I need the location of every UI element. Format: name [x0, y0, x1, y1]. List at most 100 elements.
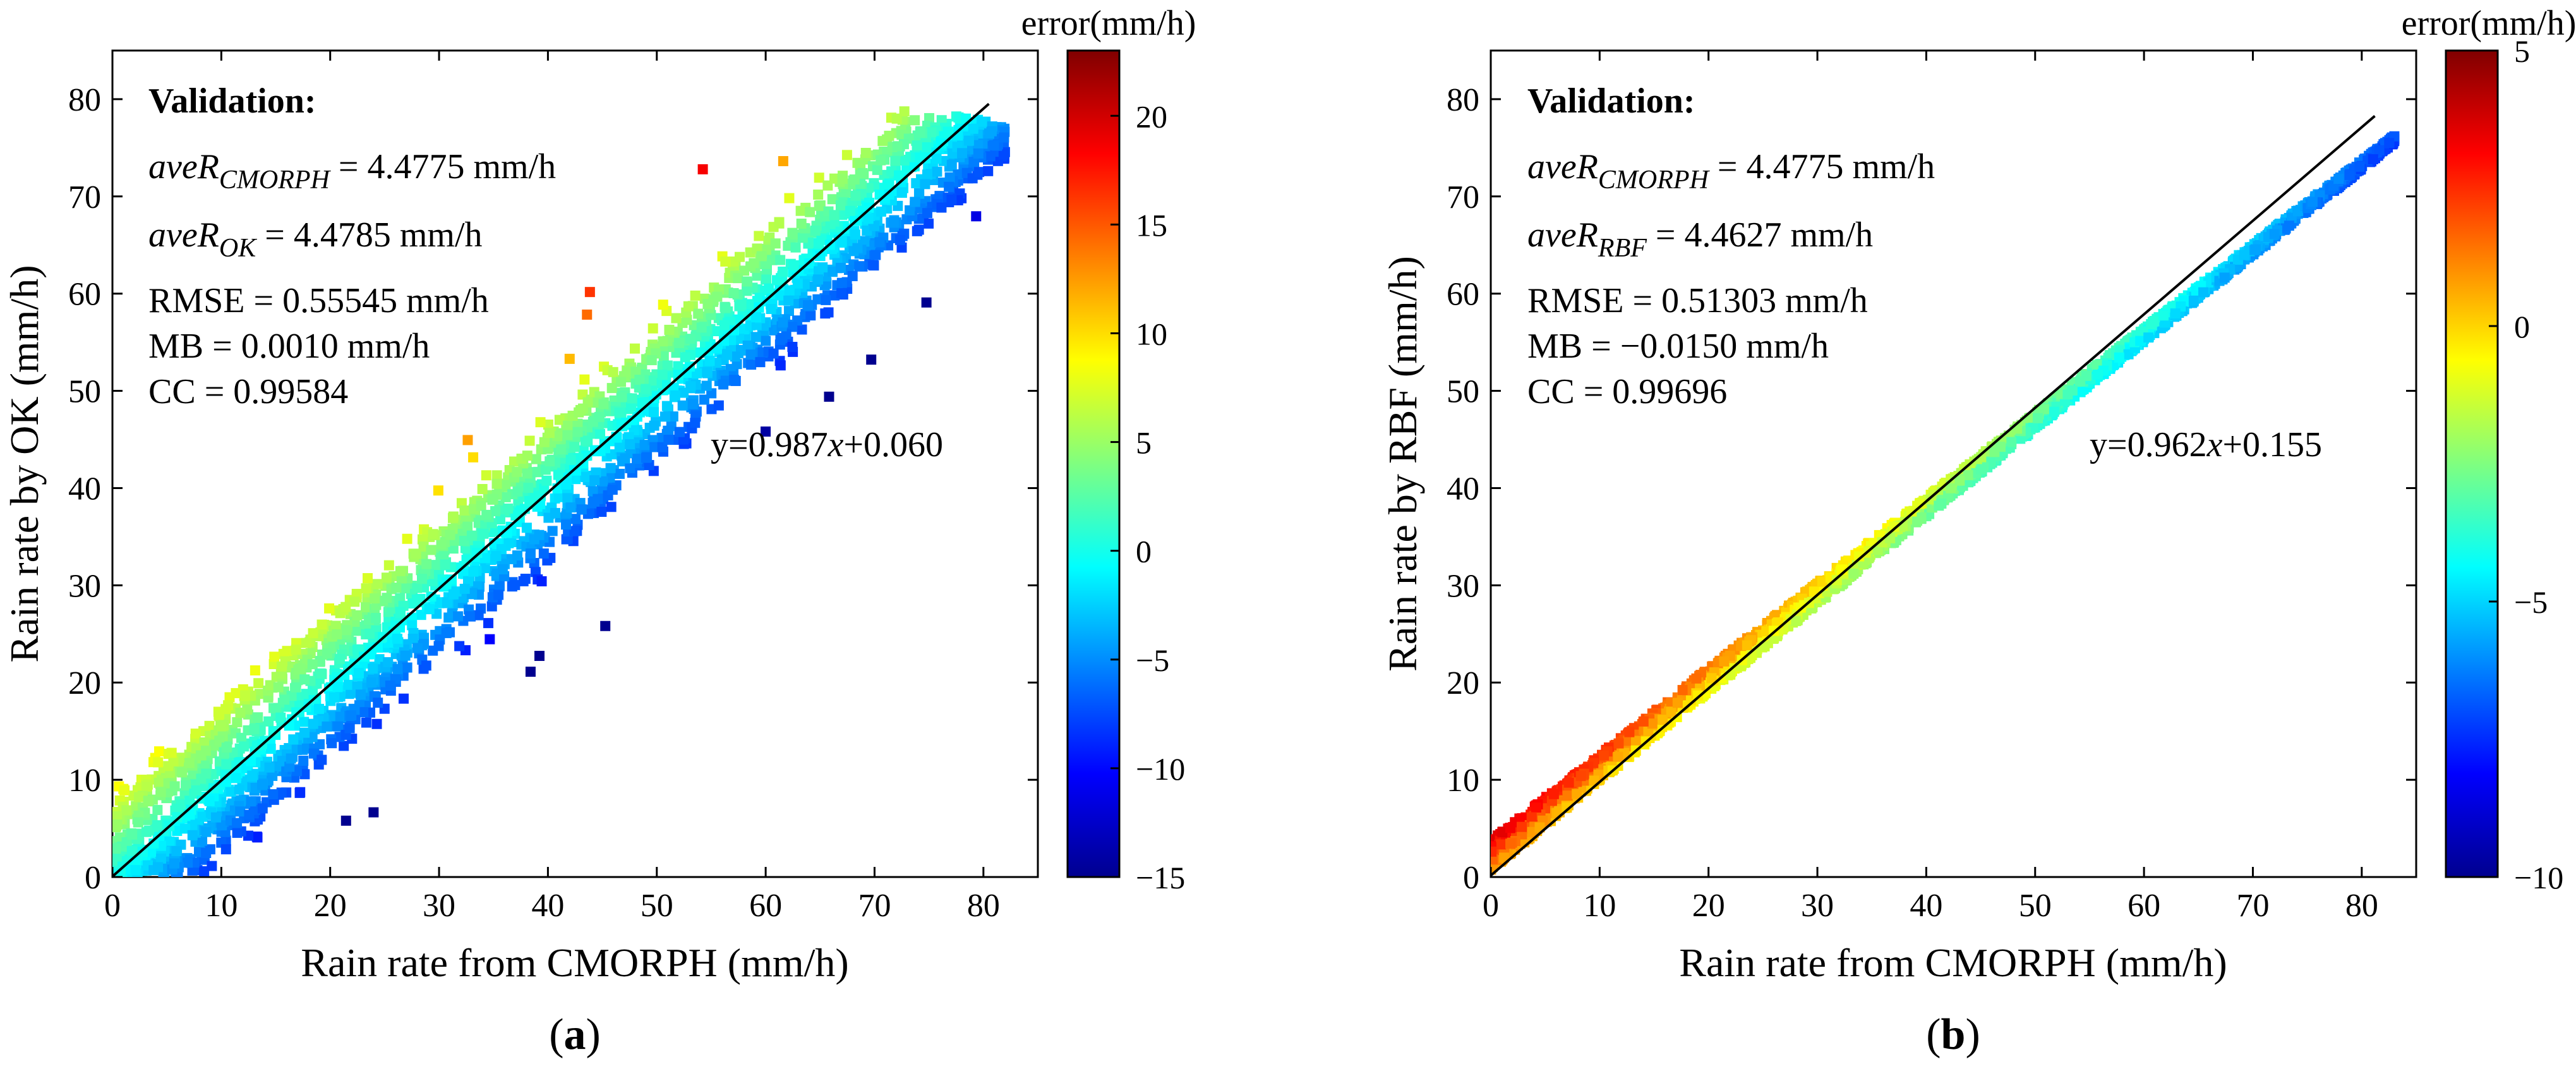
scatter-point-a: [876, 206, 886, 217]
scatter-point-a: [812, 294, 823, 305]
scatter-point-a: [922, 208, 932, 219]
scatter-point-a: [329, 692, 340, 703]
scatter-point-a: [825, 219, 836, 229]
scatter-point-a: [659, 411, 670, 422]
scatter-outlier-a: [891, 113, 902, 124]
scatter-point-a: [841, 150, 852, 160]
scatter-point-a: [171, 846, 182, 857]
scatter-point-a: [361, 583, 371, 594]
scatter-point-a: [352, 626, 363, 636]
scatter-point-a: [500, 492, 511, 502]
y-axis-label-a: Rain rate by OK (mm/h): [2, 265, 47, 662]
scatter-point-a: [534, 529, 545, 540]
scatter-point-a: [810, 226, 821, 236]
scatter-point-a: [857, 167, 868, 178]
scatter-point-a: [790, 242, 801, 253]
colorbar-tick-label-a: −15: [1136, 860, 1185, 895]
scatter-point-a: [728, 288, 739, 299]
scatter-point-a: [860, 148, 871, 159]
scatter-point-a: [421, 660, 431, 671]
scatter-point-a: [946, 194, 957, 205]
scatter-point-a: [246, 756, 256, 766]
scatter-point-a: [316, 619, 327, 630]
scatter-point-a: [333, 721, 344, 732]
scatter-point-a: [332, 682, 343, 693]
scatter-point-a: [863, 214, 874, 224]
x-tick-label-a: 20: [314, 888, 347, 924]
scatter-point-a: [187, 830, 198, 840]
scatter-point-a: [130, 864, 141, 875]
scatter-outlier-a: [525, 667, 536, 677]
scatter-point-a: [313, 703, 324, 714]
scatter-point-a: [719, 320, 730, 330]
scatter-point-a: [112, 819, 123, 830]
scatter-point-a: [797, 324, 807, 335]
scatter-point-a: [658, 351, 669, 361]
scatter-point-a: [775, 255, 786, 265]
scatter-outlier-a: [340, 815, 351, 826]
scatter-point-a: [733, 273, 743, 284]
y-tick-label-a: 80: [68, 82, 101, 118]
scatter-point-a: [153, 862, 164, 873]
scatter-point-a: [617, 392, 627, 402]
scatter-point-a: [169, 858, 180, 869]
x-axis-label-a: Rain rate from CMORPH (mm/h): [301, 940, 848, 985]
colorbar-tick-label-a: −5: [1136, 643, 1169, 678]
scatter-point-a: [478, 528, 489, 539]
scatter-outlier-a: [468, 452, 479, 463]
scatter-point-a: [298, 755, 309, 766]
scatter-point-a: [220, 704, 231, 715]
scatter-point-a: [239, 741, 250, 752]
scatter-point-a: [257, 780, 268, 790]
scatter-point-a: [985, 151, 996, 162]
scatter-point-a: [308, 628, 318, 639]
scatter-point-a: [663, 425, 673, 436]
scatter-point-a: [998, 149, 1009, 160]
scatter-point-a: [836, 288, 847, 299]
scatter-point-a: [963, 135, 974, 146]
scatter-point-a: [713, 400, 724, 411]
scatter-point-a: [232, 828, 243, 838]
scatter-point-a: [538, 548, 549, 559]
scatter-point-a: [468, 566, 479, 577]
scatter-point-a: [240, 690, 251, 701]
scatter-point-a: [545, 456, 555, 467]
scatter-point-a: [391, 582, 402, 593]
scatter-point-a: [417, 574, 428, 584]
scatter-point-a: [661, 401, 672, 411]
scatter-point-a: [778, 266, 788, 277]
scatter-point-a: [720, 256, 731, 267]
scatter-point-a: [649, 420, 659, 431]
scatter-point-a: [411, 548, 421, 559]
scatter-point-a: [892, 141, 903, 152]
scatter-point-a: [308, 718, 318, 729]
scatter-point-a: [153, 757, 164, 768]
scatter-point-a: [172, 826, 183, 837]
scatter-point-a: [363, 573, 373, 584]
scatter-point-a: [217, 820, 227, 831]
scatter-point-a: [745, 349, 756, 360]
y-tick-label-a: 10: [68, 763, 101, 799]
scatter-point-a: [294, 787, 305, 798]
scatter-point-a: [127, 829, 138, 840]
scatter-point-a: [690, 418, 701, 428]
scatter-point-a: [674, 337, 685, 348]
colorbar-tick-label-a: 5: [1136, 425, 1152, 461]
scatter-point-a: [374, 654, 385, 665]
scatter-point-a: [459, 505, 470, 516]
scatter-point-a: [814, 172, 824, 183]
scatter-point-a: [614, 468, 625, 479]
scatter-point-a: [913, 224, 924, 235]
scatter-point-a: [742, 286, 752, 296]
scatter-point-a: [512, 486, 523, 497]
scatter-point-a: [761, 258, 771, 269]
scatter-point-a: [299, 727, 310, 738]
scatter-point-a: [671, 313, 682, 324]
scatter-point-a: [646, 354, 657, 365]
scatter-point-a: [789, 229, 800, 240]
scatter-point-a: [535, 417, 546, 428]
scatter-point-a: [591, 467, 601, 478]
scatter-point-a: [627, 393, 637, 404]
